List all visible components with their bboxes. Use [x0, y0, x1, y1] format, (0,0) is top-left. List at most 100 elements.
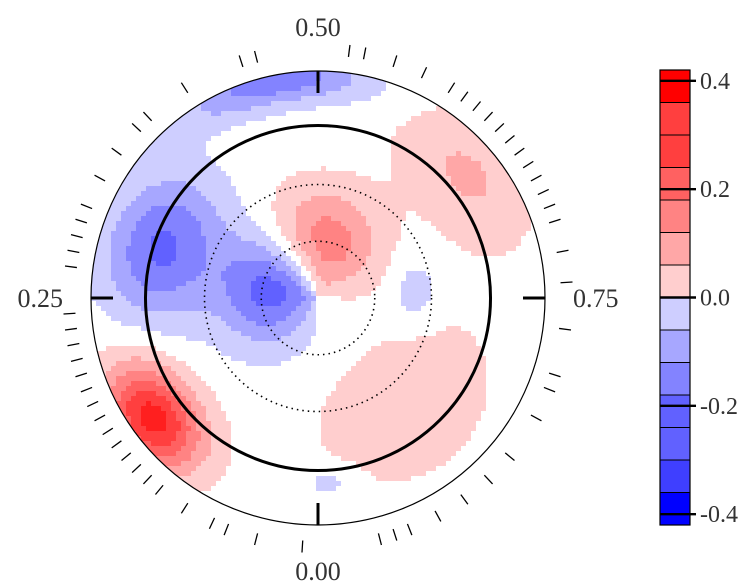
- heat-cell-4078: [481, 331, 487, 337]
- heat-cell-3921: [151, 326, 157, 332]
- heat-cell-4487: [251, 356, 257, 362]
- heat-cell-253: [296, 101, 302, 107]
- heat-cell-856: [471, 146, 477, 152]
- heat-cell-4726: [106, 371, 112, 377]
- heat-cell-3888: [441, 321, 447, 327]
- heat-cell-3540: [521, 301, 527, 307]
- heat-cell-2110: [186, 226, 192, 232]
- heat-cell-1757: [181, 206, 187, 212]
- heat-cell-4268: [521, 341, 527, 347]
- heat-cell-1177: [186, 171, 192, 177]
- heat-cell-1003: [476, 156, 482, 162]
- heat-cell-3542: [531, 301, 537, 307]
- heat-cell-2573: [236, 251, 242, 257]
- heat-cell-1791: [351, 206, 357, 212]
- heat-cell-2553: [136, 251, 142, 257]
- heat-cell-2995: [526, 271, 532, 277]
- heat-cell-411: [246, 116, 252, 122]
- heat-cell-520: [166, 126, 172, 132]
- heat-cell-3971: [401, 326, 407, 332]
- heat-cell-3918: [136, 326, 142, 332]
- heat-cell-4336: [406, 346, 412, 352]
- heat-cell-2876: [386, 266, 392, 272]
- heat-cell-4096: [116, 336, 122, 342]
- heat-cell-2733: [126, 261, 132, 267]
- heat-cell-2868: [346, 266, 352, 272]
- heat-cell-3946: [276, 326, 282, 332]
- heat-cell-1808: [436, 206, 442, 212]
- heat-cell-4720: [521, 366, 527, 372]
- heat-cell-1811: [451, 206, 457, 212]
- heat-cell-2408: [321, 241, 327, 247]
- heat-cell-2345: [461, 236, 467, 242]
- heat-cell-4426: [401, 351, 407, 357]
- heat-cell-1212: [361, 171, 367, 177]
- heat-cell-1930: [171, 216, 177, 222]
- heat-cell-3379: [171, 296, 177, 302]
- heat-cell-926: [461, 151, 467, 157]
- heat-cell-2945: [276, 271, 282, 277]
- heat-cell-2063: [396, 221, 402, 227]
- heat-cell-2623: [486, 251, 492, 257]
- heat-cell-2624: [491, 251, 497, 257]
- heat-cell-4027: [226, 331, 232, 337]
- heat-cell-756: [326, 141, 332, 147]
- heat-cell-1946: [251, 216, 257, 222]
- heat-cell-1136: [371, 166, 377, 172]
- heat-cell-3250: [436, 286, 442, 292]
- heat-cell-2717: [501, 256, 507, 262]
- heat-cell-980: [361, 156, 367, 162]
- heat-cell-1734: [496, 201, 502, 207]
- heat-cell-3929: [191, 326, 197, 332]
- heat-cell-1037: [266, 161, 272, 167]
- heat-cell-1991: [476, 216, 482, 222]
- heat-cell-3736: [136, 316, 142, 322]
- heat-cell-761: [351, 141, 357, 147]
- heat-cell-127: [371, 86, 377, 92]
- heat-cell-516: [466, 121, 472, 127]
- heat-cell-326: [396, 106, 402, 112]
- heat-cell-3665: [236, 311, 242, 317]
- heat-cell-157: [306, 91, 312, 97]
- heat-cell-4988: [101, 386, 107, 392]
- heat-cell-2820: [106, 266, 112, 272]
- heat-cell-4023: [206, 331, 212, 337]
- heat-cell-2904: [526, 266, 532, 272]
- heat-cell-3554: [136, 306, 142, 312]
- heat-cell-3254: [456, 286, 462, 292]
- heat-cell-2758: [251, 261, 257, 267]
- heat-cell-1435: [261, 186, 267, 192]
- heat-cell-4311: [281, 346, 287, 352]
- heat-cell-4289: [171, 346, 177, 352]
- heat-cell-1903: [476, 211, 482, 217]
- heat-cell-3112: [201, 281, 207, 287]
- heat-cell-2994: [521, 271, 527, 277]
- heat-cell-1396: [476, 181, 482, 187]
- heat-cell-1086: [121, 166, 127, 172]
- heat-cell-3915: [121, 326, 127, 332]
- heat-cell-3875: [376, 321, 382, 327]
- heat-cell-2925: [176, 271, 182, 277]
- heat-cell-3137: [326, 281, 332, 287]
- heat-cell-694: [366, 136, 372, 142]
- heat-cell-4115: [211, 336, 217, 342]
- heat-cell-1004: [481, 156, 487, 162]
- heat-cell-4760: [276, 371, 282, 377]
- heat-cell-1786: [326, 206, 332, 212]
- heat-cell-2126: [266, 226, 272, 232]
- heat-cell-2587: [306, 251, 312, 257]
- heat-cell-4139: [331, 336, 337, 342]
- heat-cell-988: [401, 156, 407, 162]
- heat-cell-3886: [431, 321, 437, 327]
- heat-cell-770: [396, 141, 402, 147]
- heat-cell-4674: [291, 366, 297, 372]
- heat-cell-4186: [111, 341, 117, 347]
- heat-cell-2909: [96, 271, 102, 277]
- heat-cell-181: [426, 91, 432, 97]
- heat-cell-2958: [341, 271, 347, 277]
- heat-cell-2883: [421, 266, 427, 272]
- heat-cell-4816: [111, 376, 117, 382]
- heat-cell-3385: [201, 296, 207, 302]
- heat-cell-4233: [346, 341, 352, 347]
- heat-cell-4982: [506, 381, 512, 387]
